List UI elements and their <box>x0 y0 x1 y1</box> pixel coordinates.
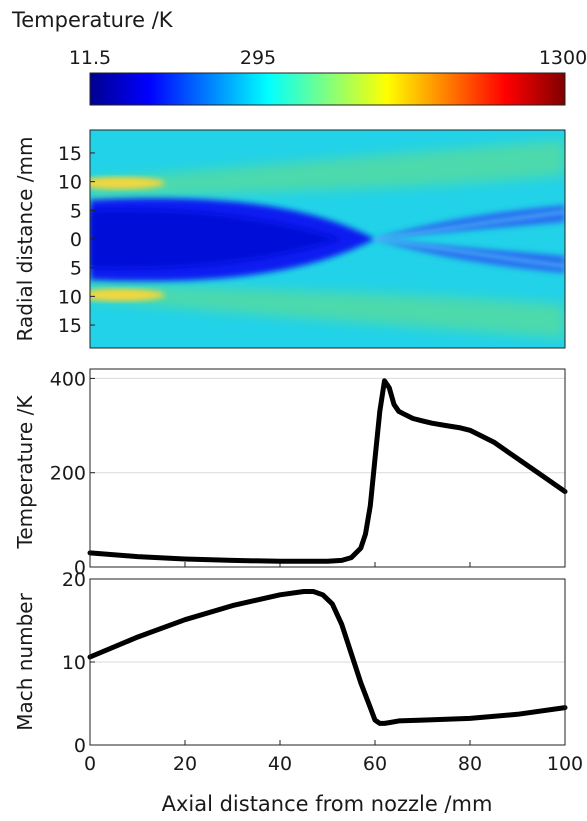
heatmap-cold-core <box>90 209 340 269</box>
temperature-ylabel: Temperature /K <box>13 395 37 550</box>
x-tick-label-3: 60 <box>363 753 387 775</box>
mach-frame <box>89 578 566 746</box>
heatmap-downstream-cell <box>375 205 565 273</box>
temperature-frame <box>89 368 566 568</box>
heatmap-y-tick-label-1: 10 <box>58 172 82 194</box>
mach-y-tick-label-2: 20 <box>62 569 86 591</box>
temperature-y-tick-label-0: 0 <box>74 557 86 579</box>
temperature-plot: 0 200 400 <box>50 368 568 579</box>
temperature-series-line-0 <box>87 378 568 564</box>
colorbar <box>89 72 566 106</box>
heatmap-y-tick-label-5: 10 <box>58 286 82 308</box>
heatmap-y-tick-label-4: 5 <box>70 258 82 280</box>
heatmap-field <box>90 130 565 348</box>
x-tick-label-2: 40 <box>268 753 292 775</box>
heatmap-hot-spot-top <box>90 177 165 189</box>
mach-ylabel: Mach number <box>13 592 37 730</box>
temperature-y-tick-label-1: 200 <box>50 463 86 485</box>
heatmap-shock-line-upper <box>374 210 565 241</box>
heatmap-plot <box>89 129 566 349</box>
mach-y-tick-label-1: 10 <box>62 652 86 674</box>
colorbar-title: Temperature /K <box>11 8 174 32</box>
colorbar-tick-label-0: 11.5 <box>69 47 111 69</box>
x-tick-label-5: 100 <box>547 753 583 775</box>
heatmap-y-tick-label-3: 0 <box>70 229 82 251</box>
x-tick-label-0: 0 <box>84 753 96 775</box>
heatmap-hot-spot-bottom <box>90 289 165 301</box>
mach-plot: 0 10 20 <box>62 569 568 757</box>
heatmap-y-tick-label-6: 15 <box>58 315 82 337</box>
mach-series-line-0 <box>87 589 568 726</box>
heatmap-warm-region-bottom <box>90 282 565 338</box>
heatmap-warm-region-top <box>90 140 565 200</box>
heatmap-y-ticks: 15 10 5 0 5 10 15 <box>58 143 95 337</box>
x-tick-label-4: 80 <box>458 753 482 775</box>
x-axis-ticks: 0 20 40 60 80 100 <box>84 753 583 775</box>
heatmap-y-tick-label-2: 5 <box>70 200 82 222</box>
x-tick-label-1: 20 <box>173 753 197 775</box>
colorbar-tick-label-1: 295 <box>240 47 276 69</box>
heatmap-y-tick-label-0: 15 <box>58 143 82 165</box>
temperature-y-tick-label-2: 400 <box>50 368 86 390</box>
heatmap-ylabel: Radial distance /mm <box>13 137 37 342</box>
heatmap-shock-line-lower <box>374 237 565 268</box>
mach-y-tick-label-0: 0 <box>74 735 86 757</box>
x-axis-label: Axial distance from nozzle /mm <box>162 792 493 816</box>
colorbar-tick-label-2: 1300 <box>539 47 587 69</box>
